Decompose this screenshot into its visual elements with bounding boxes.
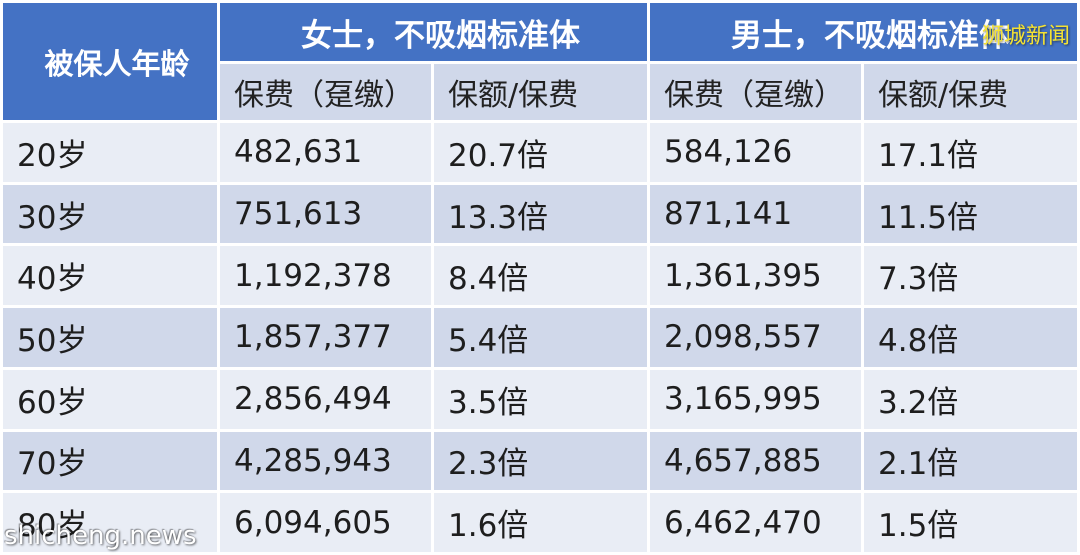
female-ratio-header: 保额/保费 — [434, 64, 647, 120]
female-premium-cell: 1,857,377 — [220, 308, 431, 367]
female-ratio-cell: 2.3倍 — [434, 431, 647, 491]
female-ratio-cell: 5.4倍 — [434, 308, 647, 367]
table-row: 60岁 2,856,494 3.5倍 3,165,995 3.2倍 — [3, 369, 1077, 429]
age-cell: 30岁 — [3, 184, 217, 244]
male-ratio-cell: 17.1倍 — [864, 123, 1077, 182]
male-premium-cell: 871,141 — [650, 184, 861, 244]
male-ratio-cell: 3.2倍 — [864, 369, 1077, 429]
age-cell: 80岁 — [3, 493, 217, 552]
female-ratio-cell: 3.5倍 — [434, 369, 647, 429]
male-ratio-cell: 11.5倍 — [864, 184, 1077, 244]
table-row: 70岁 4,285,943 2.3倍 4,657,885 2.1倍 — [3, 431, 1077, 491]
female-premium-cell: 482,631 — [220, 123, 431, 182]
male-premium-cell: 2,098,557 — [650, 308, 861, 367]
male-ratio-cell: 4.8倍 — [864, 308, 1077, 367]
male-premium-cell: 3,165,995 — [650, 369, 861, 429]
female-premium-cell: 1,192,378 — [220, 246, 431, 306]
female-premium-cell: 2,856,494 — [220, 369, 431, 429]
male-premium-cell: 584,126 — [650, 123, 861, 182]
female-premium-cell: 751,613 — [220, 184, 431, 244]
table-header: 被保人年龄 女士，不吸烟标准体 男士，不吸烟标准体 保费（趸缴） 保额/保费 保… — [3, 3, 1077, 120]
male-ratio-cell: 7.3倍 — [864, 246, 1077, 306]
table-row: 40岁 1,192,378 8.4倍 1,361,395 7.3倍 — [3, 246, 1077, 306]
female-premium-header: 保费（趸缴） — [220, 64, 431, 120]
table-row: 30岁 751,613 13.3倍 871,141 11.5倍 — [3, 184, 1077, 244]
age-cell: 70岁 — [3, 431, 217, 491]
female-premium-cell: 6,094,605 — [220, 493, 431, 552]
table-body: 20岁 482,631 20.7倍 584,126 17.1倍 30岁 751,… — [3, 123, 1077, 552]
age-cell: 60岁 — [3, 369, 217, 429]
female-group-header: 女士，不吸烟标准体 — [220, 3, 647, 61]
female-ratio-cell: 20.7倍 — [434, 123, 647, 182]
male-premium-cell: 6,462,470 — [650, 493, 861, 552]
female-ratio-cell: 13.3倍 — [434, 184, 647, 244]
female-ratio-cell: 1.6倍 — [434, 493, 647, 552]
table-row: 80岁 6,094,605 1.6倍 6,462,470 1.5倍 — [3, 493, 1077, 552]
male-group-header: 男士，不吸烟标准体 — [650, 3, 1077, 61]
age-cell: 40岁 — [3, 246, 217, 306]
female-ratio-cell: 8.4倍 — [434, 246, 647, 306]
watermark-top-right: 狮城新闻 — [981, 24, 1070, 49]
age-column-header: 被保人年龄 — [3, 3, 217, 120]
table-row: 20岁 482,631 20.7倍 584,126 17.1倍 — [3, 123, 1077, 182]
age-cell: 50岁 — [3, 308, 217, 367]
age-cell: 20岁 — [3, 123, 217, 182]
header-row-sub: 保费（趸缴） 保额/保费 保费（趸缴） 保额/保费 — [3, 64, 1077, 120]
male-ratio-cell: 2.1倍 — [864, 431, 1077, 491]
male-premium-header: 保费（趸缴） — [650, 64, 861, 120]
male-ratio-header: 保额/保费 — [864, 64, 1077, 120]
male-premium-cell: 1,361,395 — [650, 246, 861, 306]
male-ratio-cell: 1.5倍 — [864, 493, 1077, 552]
header-row-groups: 被保人年龄 女士，不吸烟标准体 男士，不吸烟标准体 — [3, 3, 1077, 120]
male-premium-cell: 4,657,885 — [650, 431, 861, 491]
female-premium-cell: 4,285,943 — [220, 431, 431, 491]
table-row: 50岁 1,857,377 5.4倍 2,098,557 4.8倍 — [3, 308, 1077, 367]
watermark-bottom-left: shicheng.news — [4, 521, 197, 551]
